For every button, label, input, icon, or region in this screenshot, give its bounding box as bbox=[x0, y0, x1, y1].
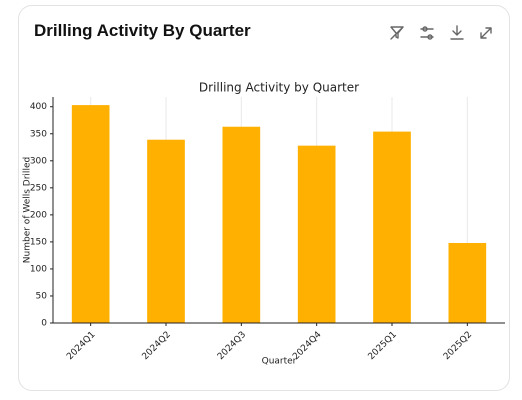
y-tick-label: 100 bbox=[30, 264, 47, 274]
x-tick-label: 2024Q2 bbox=[141, 330, 173, 362]
y-tick-label: 50 bbox=[36, 291, 48, 301]
bar bbox=[147, 139, 185, 323]
card-title: Drilling Activity By Quarter bbox=[34, 21, 251, 40]
x-tick-label: 2024Q1 bbox=[65, 330, 97, 362]
bar bbox=[297, 145, 336, 323]
y-tick-label: 300 bbox=[30, 156, 47, 166]
y-tick-label: 250 bbox=[30, 183, 47, 193]
bar bbox=[373, 131, 411, 323]
x-axis-label: Quarter bbox=[262, 357, 297, 367]
x-tick-label: 2024Q3 bbox=[216, 330, 248, 362]
bar bbox=[222, 126, 261, 323]
download-icon[interactable] bbox=[450, 25, 464, 40]
y-tick-label: 150 bbox=[30, 237, 47, 247]
chart-title: Drilling Activity by Quarter bbox=[199, 81, 359, 95]
y-axis-label: Number of Wells Drilled bbox=[23, 157, 33, 263]
toolbar bbox=[390, 25, 492, 40]
x-tick-label: 2025Q1 bbox=[367, 330, 399, 362]
y-tick-label: 200 bbox=[30, 210, 47, 220]
clear-filter-icon[interactable] bbox=[390, 26, 404, 40]
bar bbox=[448, 242, 487, 323]
x-tick-label: 2024Q4 bbox=[291, 330, 324, 363]
x-tick-label: 2025Q2 bbox=[442, 330, 474, 362]
card bbox=[18, 5, 510, 391]
settings-icon[interactable] bbox=[420, 26, 434, 40]
bar bbox=[71, 105, 110, 323]
expand-icon[interactable] bbox=[480, 27, 492, 39]
y-tick-label: 350 bbox=[30, 129, 47, 139]
y-tick-label: 400 bbox=[30, 102, 47, 112]
y-tick-label: 0 bbox=[41, 319, 47, 329]
